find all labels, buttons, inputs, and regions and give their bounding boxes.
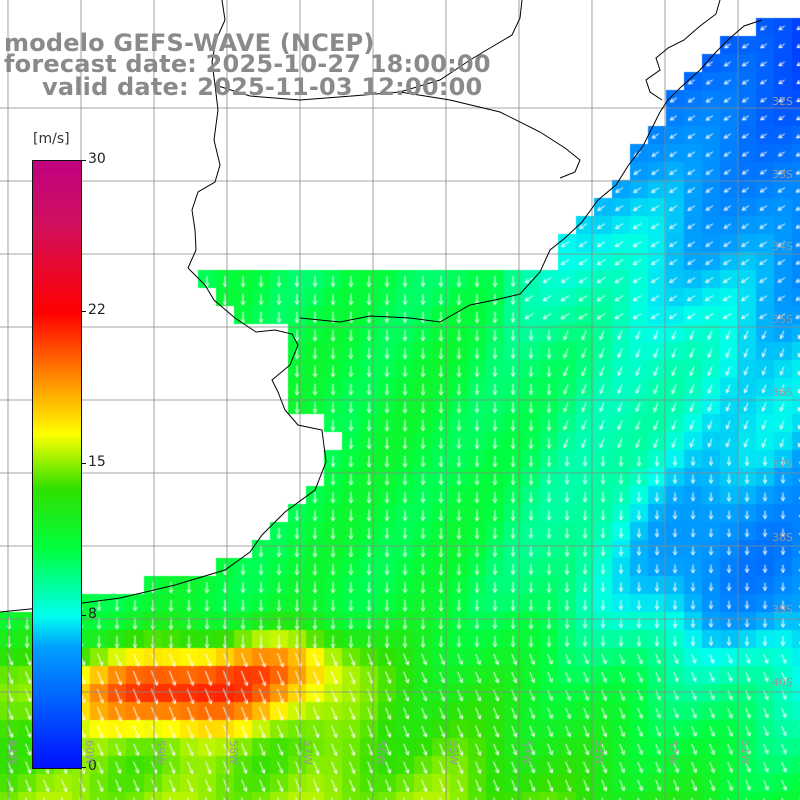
coastline-path	[214, 84, 581, 179]
lon-label: 52W	[666, 740, 679, 765]
lat-label: 38S	[772, 531, 793, 544]
colorbar-label-0: 0	[88, 758, 97, 774]
colorbar-unit: [m/s]	[33, 131, 70, 147]
lon-label: 56W	[374, 740, 387, 765]
colorbar-label-8: 8	[88, 606, 97, 622]
coastline-path	[645, 0, 721, 101]
lat-label: 40S	[772, 676, 793, 689]
lon-label: 53W	[593, 740, 606, 765]
lat-label: 39S	[772, 603, 793, 616]
coastline-path	[187, 0, 226, 269]
lon-label: 60W	[83, 740, 96, 765]
colorbar-tick	[81, 463, 86, 464]
lat-label: 32S	[772, 95, 793, 108]
model-title: modelo GEFS-WAVE (NCEP)	[4, 29, 375, 57]
lon-label: 55W	[447, 740, 460, 765]
coastline-path	[0, 267, 327, 613]
lon-label: 57W	[301, 740, 314, 765]
lat-label: 33S	[772, 168, 793, 181]
colorbar-tick	[81, 767, 86, 768]
lon-label: 54W	[520, 740, 533, 765]
forecast-date: forecast date: 2025-10-27 18:00:00	[4, 50, 491, 78]
colorbar	[32, 160, 82, 769]
lat-label: 37S	[772, 458, 793, 471]
colorbar-tick	[81, 160, 86, 161]
coastline	[0, 0, 763, 613]
lon-label: 58W	[227, 740, 240, 765]
coastline-path	[299, 19, 763, 323]
lat-label: 35S	[772, 313, 793, 326]
coastline-path	[399, 0, 523, 93]
colorbar-label-15: 15	[88, 454, 106, 470]
lon-label: 59W	[154, 740, 167, 765]
lat-label: 34S	[772, 240, 793, 253]
lon-label: 51W	[739, 740, 752, 765]
colorbar-label-30: 30	[88, 151, 106, 167]
lat-label: 36S	[772, 386, 793, 399]
valid-date: valid date: 2025-11-03 12:00:00	[42, 73, 483, 101]
lon-label: 61W	[7, 740, 20, 765]
colorbar-tick	[81, 311, 86, 312]
colorbar-label-22: 22	[88, 302, 106, 318]
colorbar-tick	[81, 615, 86, 616]
